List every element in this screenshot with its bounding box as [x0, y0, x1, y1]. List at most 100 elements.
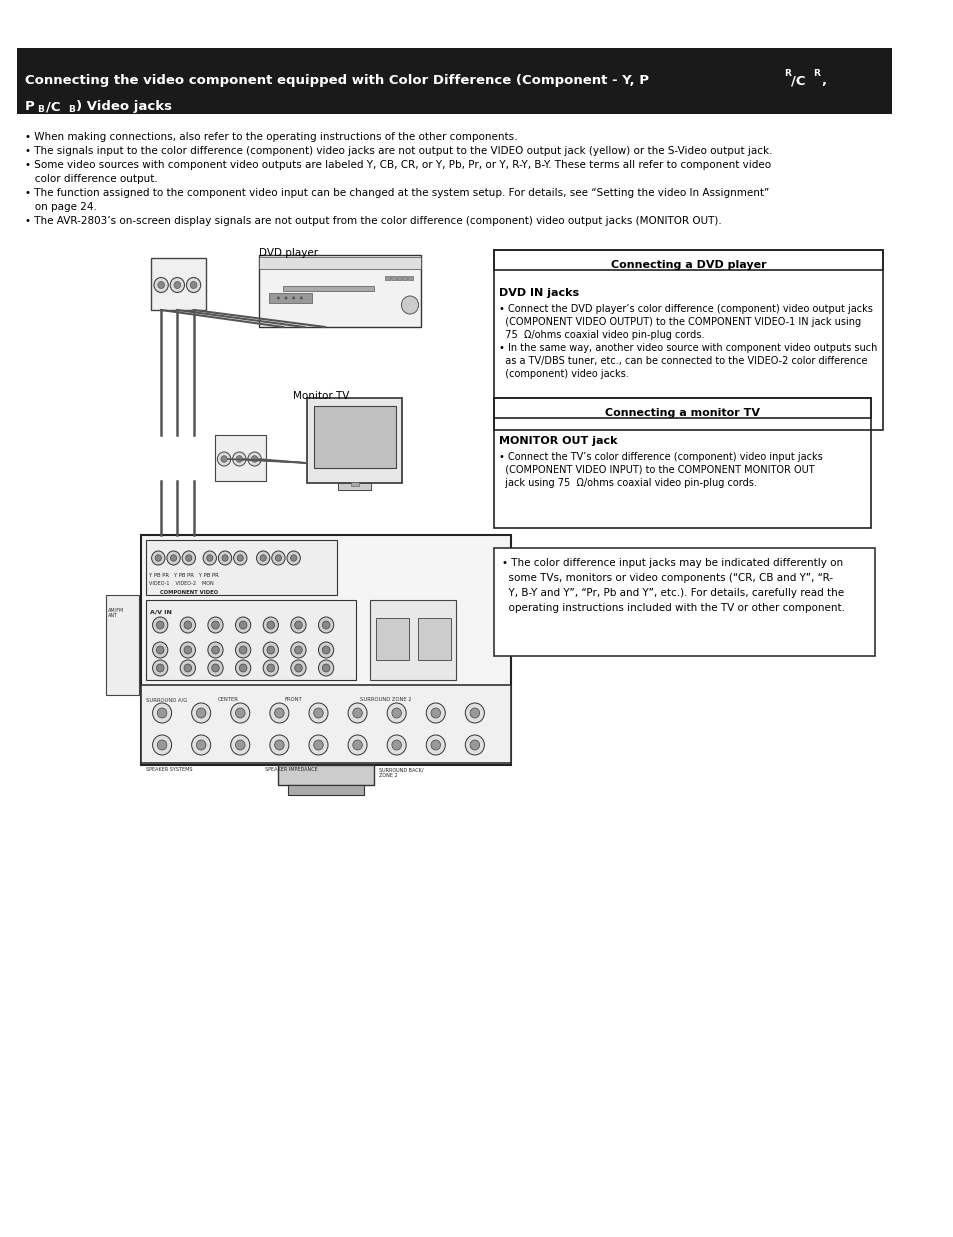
- Text: (component) video jacks.: (component) video jacks.: [498, 369, 628, 379]
- Circle shape: [239, 621, 247, 628]
- Text: DVD player: DVD player: [259, 247, 318, 259]
- Circle shape: [208, 642, 223, 658]
- Bar: [494, 398, 870, 528]
- Bar: [417, 618, 451, 661]
- Text: COMPONENT VIDEO: COMPONENT VIDEO: [160, 590, 218, 595]
- Circle shape: [294, 664, 302, 672]
- Bar: [214, 435, 266, 481]
- Circle shape: [256, 550, 270, 565]
- Circle shape: [152, 703, 172, 722]
- Circle shape: [318, 642, 334, 658]
- Circle shape: [235, 617, 251, 633]
- Circle shape: [156, 646, 164, 654]
- Text: CENTER: CENTER: [217, 696, 238, 703]
- Circle shape: [196, 708, 206, 717]
- Circle shape: [387, 703, 406, 722]
- Circle shape: [276, 297, 279, 299]
- Circle shape: [208, 661, 223, 675]
- Circle shape: [470, 708, 479, 717]
- Circle shape: [239, 664, 247, 672]
- Circle shape: [348, 735, 367, 755]
- Circle shape: [322, 621, 330, 628]
- Circle shape: [294, 621, 302, 628]
- Circle shape: [263, 642, 278, 658]
- Circle shape: [426, 703, 445, 722]
- Bar: [385, 276, 390, 280]
- Circle shape: [212, 646, 219, 654]
- Circle shape: [314, 708, 323, 717]
- Circle shape: [353, 708, 362, 717]
- Text: • The AVR-2803’s on-screen display signals are not output from the color differe: • The AVR-2803’s on-screen display signa…: [25, 216, 720, 226]
- Text: • The function assigned to the component video input can be changed at the syste: • The function assigned to the component…: [25, 188, 768, 198]
- Circle shape: [167, 550, 180, 565]
- Circle shape: [184, 664, 192, 672]
- Circle shape: [392, 708, 401, 717]
- Bar: [494, 250, 882, 270]
- Bar: [494, 250, 882, 430]
- Text: R: R: [813, 69, 820, 78]
- Bar: [494, 548, 875, 656]
- Circle shape: [431, 708, 440, 717]
- Text: /C: /C: [46, 100, 60, 113]
- Circle shape: [152, 735, 172, 755]
- Circle shape: [291, 555, 296, 562]
- Circle shape: [196, 740, 206, 750]
- Circle shape: [392, 740, 401, 750]
- Text: • When making connections, also refer to the operating instructions of the other: • When making connections, also refer to…: [25, 132, 517, 142]
- Bar: [307, 398, 402, 482]
- Circle shape: [270, 735, 289, 755]
- Circle shape: [186, 277, 200, 292]
- Circle shape: [309, 703, 328, 722]
- Circle shape: [233, 550, 247, 565]
- Circle shape: [263, 661, 278, 675]
- Circle shape: [239, 646, 247, 654]
- Text: Connecting the video component equipped with Color Difference (Component - Y, P: Connecting the video component equipped …: [25, 74, 648, 87]
- Text: • The signals input to the color difference (component) video jacks are not outp: • The signals input to the color differe…: [25, 146, 772, 156]
- Bar: [146, 541, 336, 595]
- Circle shape: [157, 282, 164, 288]
- Bar: [259, 257, 421, 268]
- Circle shape: [274, 740, 284, 750]
- Circle shape: [252, 455, 257, 463]
- Circle shape: [208, 617, 223, 633]
- Circle shape: [231, 735, 250, 755]
- Circle shape: [314, 740, 323, 750]
- Circle shape: [180, 642, 195, 658]
- Bar: [278, 764, 374, 785]
- Circle shape: [235, 708, 245, 717]
- Bar: [396, 276, 401, 280]
- Circle shape: [465, 703, 484, 722]
- Circle shape: [221, 455, 227, 463]
- Circle shape: [260, 555, 266, 562]
- Bar: [141, 534, 511, 764]
- Text: operating instructions included with the TV or other component.: operating instructions included with the…: [501, 602, 843, 614]
- Circle shape: [318, 617, 334, 633]
- Bar: [375, 618, 409, 661]
- Circle shape: [291, 661, 306, 675]
- Bar: [151, 259, 206, 310]
- Circle shape: [186, 555, 192, 562]
- Circle shape: [157, 740, 167, 750]
- Text: jack using 75  Ω/ohms coaxial video pin-plug cords.: jack using 75 Ω/ohms coaxial video pin-p…: [498, 477, 756, 489]
- Bar: [146, 600, 355, 680]
- Circle shape: [171, 555, 176, 562]
- Bar: [141, 685, 511, 763]
- Bar: [391, 276, 395, 280]
- Circle shape: [217, 452, 231, 466]
- Bar: [351, 482, 358, 486]
- Circle shape: [156, 621, 164, 628]
- Circle shape: [235, 740, 245, 750]
- Bar: [408, 276, 413, 280]
- Circle shape: [353, 740, 362, 750]
- Circle shape: [180, 617, 195, 633]
- Bar: [288, 785, 364, 795]
- Circle shape: [153, 277, 168, 292]
- Circle shape: [157, 708, 167, 717]
- Text: P: P: [25, 100, 34, 113]
- Circle shape: [465, 735, 484, 755]
- Circle shape: [152, 661, 168, 675]
- Bar: [337, 482, 371, 490]
- Circle shape: [291, 642, 306, 658]
- Text: B: B: [68, 105, 74, 114]
- Circle shape: [348, 703, 367, 722]
